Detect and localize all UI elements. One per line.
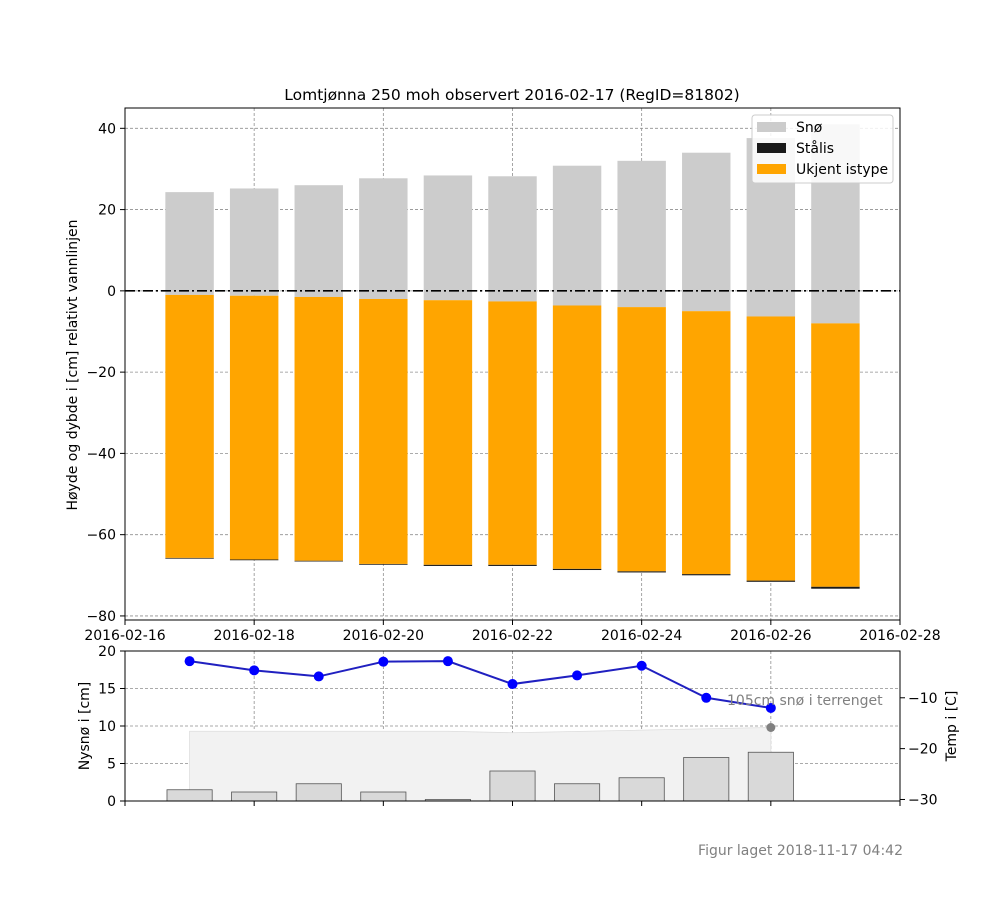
- legend-label: Snø: [796, 120, 823, 136]
- legend-swatch: [757, 164, 786, 174]
- y-tick-label: 10: [98, 719, 116, 735]
- temperature-point: [313, 671, 324, 682]
- bar: [359, 178, 408, 299]
- legend: Snø Stålis Ukjent istype: [751, 114, 894, 184]
- bar: [294, 560, 343, 562]
- ice-profile-plot: 40 20 0 −20 −40 −60 −80 2016-02-16 2016-02-18 201…: [84, 107, 941, 644]
- y-tick-label: 0: [107, 794, 116, 810]
- temperature-point: [184, 656, 195, 667]
- temperature-point: [701, 692, 712, 703]
- temperature-point: [507, 679, 518, 690]
- temperature-point: [378, 656, 389, 667]
- new-snow-bar: [747, 751, 794, 802]
- bar: [359, 298, 408, 564]
- bar: [617, 307, 666, 572]
- bar: [811, 586, 860, 589]
- bar: [423, 300, 473, 565]
- legend-box: [751, 114, 894, 184]
- new-snow-bar: [618, 777, 665, 802]
- bar: [165, 192, 214, 295]
- bar: [682, 152, 731, 312]
- snow-depth-marker: [766, 723, 776, 732]
- x-tick-label: 2016-02-20: [343, 628, 424, 644]
- new-snow-bar: [295, 783, 342, 802]
- y-tick-label: 20: [98, 203, 116, 219]
- figure-timestamp: Figur laget 2018-11-17 04:42: [698, 843, 903, 859]
- bar: [294, 296, 343, 561]
- temperature-point: [765, 702, 776, 713]
- right-y-tick-label: −30: [908, 792, 938, 808]
- bar: [617, 571, 666, 573]
- snow-depth-annotation: 105cm snø i terrenget: [727, 693, 883, 709]
- temperature-line: [189, 660, 771, 709]
- legend-label: Ukjent istype: [796, 162, 888, 178]
- y-tick-label: 15: [98, 682, 116, 698]
- bar: [682, 311, 731, 575]
- bar: [682, 574, 731, 576]
- bar: [359, 563, 408, 565]
- bar: [488, 564, 537, 566]
- right-y-tick-label: −20: [908, 742, 938, 758]
- new-snow-bar: [683, 757, 730, 802]
- bottom-right-y-axis-label: Temp i [C]: [944, 691, 960, 763]
- bar: [294, 185, 343, 297]
- temperature-point: [249, 665, 260, 676]
- bar: [423, 564, 473, 566]
- bar: [165, 557, 214, 559]
- temperature-point: [442, 656, 453, 667]
- bar: [229, 188, 279, 296]
- temperature-point: [572, 670, 583, 681]
- new-snow-bar: [360, 791, 407, 802]
- x-tick-label: 2016-02-18: [213, 628, 294, 644]
- bottom-left-y-axis-label: Nysnø i [cm]: [77, 682, 93, 771]
- top-y-axis-label: Høyde og dybde i [cm] relativt vannlinje…: [65, 219, 81, 510]
- bar: [617, 160, 666, 308]
- bar: [552, 305, 602, 569]
- bar: [746, 580, 796, 582]
- bar: [488, 176, 537, 302]
- temperature-point: [636, 660, 647, 671]
- y-tick-label: 40: [98, 121, 116, 137]
- new-snow-bar: [231, 791, 278, 802]
- bar: [229, 295, 279, 560]
- bar: [488, 301, 537, 565]
- y-tick-label: −20: [86, 365, 116, 381]
- x-tick-label: 2016-02-24: [601, 628, 682, 644]
- bar: [746, 316, 796, 581]
- new-snow-bar: [489, 770, 536, 802]
- bar: [552, 568, 602, 571]
- x-tick-label: 2016-02-16: [84, 628, 165, 644]
- new-snow-bar: [554, 783, 601, 802]
- y-tick-label: 5: [107, 757, 116, 773]
- y-tick-label: −60: [86, 528, 116, 544]
- bar: [229, 559, 279, 561]
- chart-title: Lomtjønna 250 moh observert 2016-02-17 (…: [284, 86, 739, 104]
- y-tick-label: −40: [86, 446, 116, 462]
- bar: [811, 323, 860, 587]
- y-tick-label: 20: [98, 644, 116, 660]
- bar: [165, 294, 214, 558]
- x-tick-label: 2016-02-26: [730, 628, 811, 644]
- new-snow-bar: [166, 789, 213, 802]
- y-tick-label: 0: [107, 284, 116, 300]
- bar: [552, 165, 602, 306]
- legend-label: Stålis: [796, 140, 834, 157]
- bar: [423, 175, 473, 301]
- legend-swatch: [757, 143, 786, 153]
- snow-temp-plot: 20 15 10 5 0 −10 −20 −30: [98, 644, 937, 810]
- legend-swatch: [757, 122, 786, 132]
- x-tick-label: 2016-02-22: [472, 628, 553, 644]
- x-tick-label: 2016-02-28: [859, 628, 940, 644]
- right-y-tick-label: −10: [908, 691, 938, 707]
- y-tick-label: −80: [86, 609, 116, 625]
